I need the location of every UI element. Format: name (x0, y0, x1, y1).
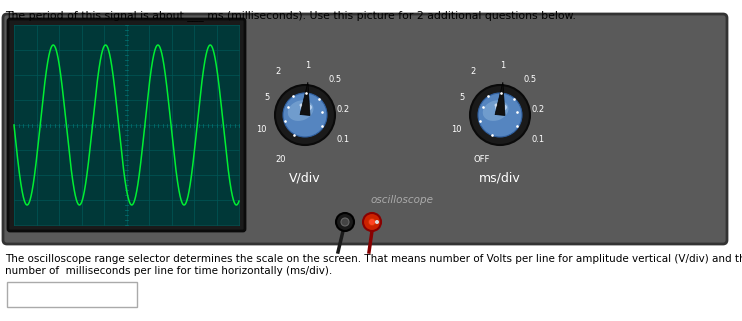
Text: 10: 10 (256, 125, 266, 134)
Text: The period of this signal is about ___ ms (milliseconds). Use this picture for 2: The period of this signal is about ___ m… (5, 10, 576, 21)
Circle shape (375, 220, 379, 224)
Text: ms/div: ms/div (479, 171, 521, 185)
Circle shape (341, 218, 349, 226)
Text: 10: 10 (450, 125, 462, 134)
Text: 0.5: 0.5 (523, 74, 536, 83)
Text: V/div: V/div (289, 171, 321, 185)
Text: 2: 2 (470, 67, 476, 76)
Text: 5: 5 (264, 92, 269, 101)
Bar (14, 25, 239, 225)
Circle shape (275, 85, 335, 145)
FancyBboxPatch shape (3, 14, 727, 244)
Text: 5: 5 (459, 92, 464, 101)
Text: 0.1: 0.1 (336, 134, 349, 143)
Polygon shape (300, 82, 310, 116)
Text: number of  milliseconds per line for time horizontally (ms/div).: number of milliseconds per line for time… (5, 266, 332, 276)
Text: 20: 20 (276, 155, 286, 164)
Text: OFF: OFF (474, 155, 490, 164)
Text: 2: 2 (275, 67, 280, 76)
Ellipse shape (494, 103, 499, 107)
Ellipse shape (288, 100, 313, 121)
Text: 0.1: 0.1 (531, 134, 545, 143)
Ellipse shape (300, 104, 312, 111)
Ellipse shape (478, 93, 522, 137)
Text: 1: 1 (306, 60, 311, 70)
Circle shape (336, 213, 354, 231)
Ellipse shape (283, 93, 327, 137)
Circle shape (470, 85, 530, 145)
Text: The oscilloscope range selector determines the scale on the screen. That means n: The oscilloscope range selector determin… (5, 254, 742, 264)
Polygon shape (495, 82, 505, 116)
Circle shape (369, 219, 375, 225)
Ellipse shape (495, 104, 507, 111)
Circle shape (363, 213, 381, 231)
Text: 0.5: 0.5 (329, 74, 341, 83)
FancyBboxPatch shape (8, 19, 245, 231)
Text: oscilloscope: oscilloscope (371, 195, 434, 205)
Text: 0.2: 0.2 (336, 105, 349, 114)
Ellipse shape (483, 100, 508, 121)
Text: 1: 1 (500, 60, 505, 70)
Ellipse shape (300, 103, 304, 107)
Text: 0.2: 0.2 (531, 105, 545, 114)
Bar (7, 282, 137, 307)
